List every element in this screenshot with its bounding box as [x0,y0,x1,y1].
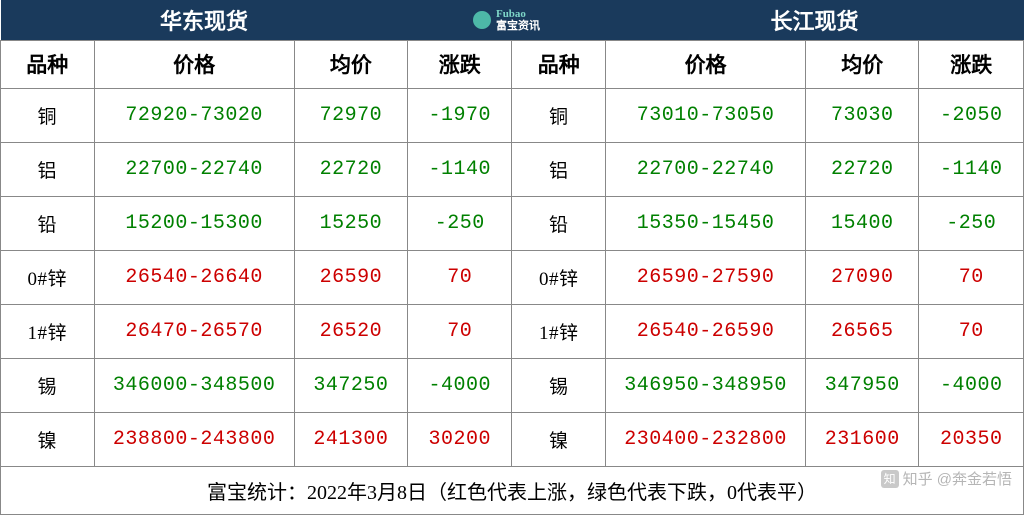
cj-change-cell: 70 [919,250,1024,304]
fubao-logo-icon [473,11,491,29]
table-row: 铝22700-2274022720-1140铝22700-2274022720-… [1,142,1024,196]
col-price-2: 价格 [605,40,805,88]
hd-price-cell: 15200-15300 [94,196,294,250]
hd-change-cell: -250 [407,196,511,250]
cj-price-cell: 26540-26590 [605,304,805,358]
hd-change-cell: -1970 [407,88,511,142]
cj-price-cell: 346950-348950 [605,358,805,412]
hd-change-cell: 30200 [407,412,511,466]
hd-avg-cell: 26520 [294,304,407,358]
cj-change-cell: -2050 [919,88,1024,142]
col-variety-1: 品种 [1,40,95,88]
variety-cell: 锡 [1,358,95,412]
col-avg-1: 均价 [294,40,407,88]
header-logo-cell: Fubao 富宝资讯 [407,0,605,40]
table-row: 铅15200-1530015250-250铅15350-1545015400-2… [1,196,1024,250]
hd-change-cell: 70 [407,250,511,304]
variety-cell: 铜 [512,88,606,142]
variety-cell: 铅 [512,196,606,250]
cj-avg-cell: 347950 [806,358,919,412]
top-header-row: 华东现货 Fubao 富宝资讯 长江现货 [1,0,1024,40]
col-avg-2: 均价 [806,40,919,88]
variety-cell: 1#锌 [1,304,95,358]
hd-avg-cell: 15250 [294,196,407,250]
cj-price-cell: 230400-232800 [605,412,805,466]
variety-cell: 镍 [512,412,606,466]
variety-cell: 镍 [1,412,95,466]
cj-price-cell: 22700-22740 [605,142,805,196]
col-change-2: 涨跌 [919,40,1024,88]
hd-change-cell: -4000 [407,358,511,412]
hd-change-cell: 70 [407,304,511,358]
cj-change-cell: -4000 [919,358,1024,412]
price-table: 华东现货 Fubao 富宝资讯 长江现货 品种 价格 均价 涨跌 品种 价格 均… [0,0,1024,515]
fubao-logo-text: Fubao 富宝资讯 [496,8,540,32]
table-row: 1#锌26470-2657026520701#锌26540-2659026565… [1,304,1024,358]
variety-cell: 铝 [1,142,95,196]
cj-avg-cell: 73030 [806,88,919,142]
variety-cell: 铝 [512,142,606,196]
col-change-1: 涨跌 [407,40,511,88]
hd-price-cell: 26470-26570 [94,304,294,358]
hd-avg-cell: 26590 [294,250,407,304]
cj-change-cell: 70 [919,304,1024,358]
hd-avg-cell: 72970 [294,88,407,142]
variety-cell: 锡 [512,358,606,412]
variety-cell: 0#锌 [1,250,95,304]
hd-avg-cell: 347250 [294,358,407,412]
logo-brand-top: Fubao [496,8,540,20]
table-row: 锡346000-348500347250-4000锡346950-3489503… [1,358,1024,412]
hd-avg-cell: 22720 [294,142,407,196]
hd-avg-cell: 241300 [294,412,407,466]
table-row: 铜72920-7302072970-1970铜73010-7305073030-… [1,88,1024,142]
table-row: 镍238800-24380024130030200镍230400-2328002… [1,412,1024,466]
footer-text: 富宝统计：2022年3月8日（红色代表上涨，绿色代表下跌，0代表平） [1,466,1024,514]
variety-cell: 1#锌 [512,304,606,358]
cj-change-cell: -1140 [919,142,1024,196]
cj-change-cell: -250 [919,196,1024,250]
table-row: 0#锌26540-2664026590700#锌26590-2759027090… [1,250,1024,304]
hd-price-cell: 26540-26640 [94,250,294,304]
header-right-title: 长江现货 [605,0,1023,40]
variety-cell: 铜 [1,88,95,142]
hd-price-cell: 72920-73020 [94,88,294,142]
hd-price-cell: 22700-22740 [94,142,294,196]
hd-price-cell: 238800-243800 [94,412,294,466]
hd-price-cell: 346000-348500 [94,358,294,412]
logo-brand-bottom: 富宝资讯 [496,20,540,32]
variety-cell: 0#锌 [512,250,606,304]
cj-avg-cell: 27090 [806,250,919,304]
cj-price-cell: 26590-27590 [605,250,805,304]
cj-avg-cell: 22720 [806,142,919,196]
cj-avg-cell: 231600 [806,412,919,466]
cj-price-cell: 15350-15450 [605,196,805,250]
cj-avg-cell: 26565 [806,304,919,358]
cj-price-cell: 73010-73050 [605,88,805,142]
cj-avg-cell: 15400 [806,196,919,250]
footer-row: 富宝统计：2022年3月8日（红色代表上涨，绿色代表下跌，0代表平） [1,466,1024,514]
header-left-title: 华东现货 [1,0,408,40]
hd-change-cell: -1140 [407,142,511,196]
variety-cell: 铅 [1,196,95,250]
col-price-1: 价格 [94,40,294,88]
cj-change-cell: 20350 [919,412,1024,466]
column-header-row: 品种 价格 均价 涨跌 品种 价格 均价 涨跌 [1,40,1024,88]
table-body: 铜72920-7302072970-1970铜73010-7305073030-… [1,88,1024,466]
col-variety-2: 品种 [512,40,606,88]
